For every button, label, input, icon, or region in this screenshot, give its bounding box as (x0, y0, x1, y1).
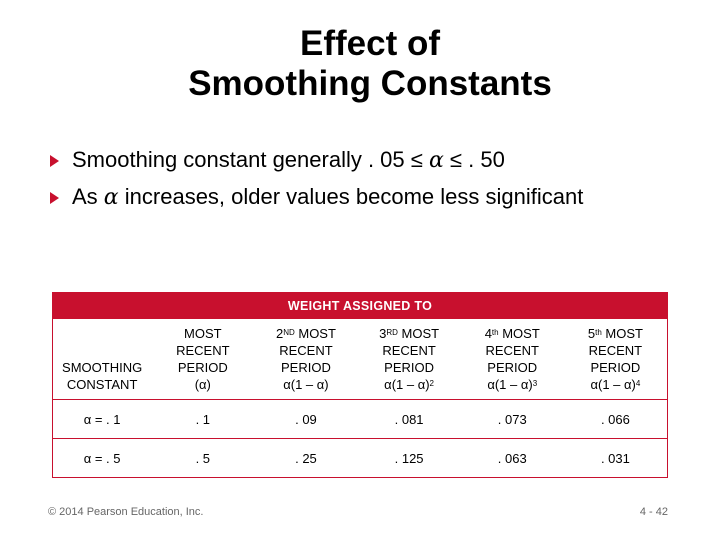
header-line: RECENT (176, 343, 230, 358)
header-line: α(1 – α) (256, 376, 355, 393)
slide-title: Effect of Smoothing Constants (150, 24, 590, 104)
title-line-2: Smoothing Constants (188, 64, 552, 103)
column-header-smoothing-constant: SMOOTHING CONSTANT (53, 319, 152, 400)
header-line: PERIOD (384, 360, 434, 375)
header-line: 3RD MOST (360, 325, 459, 342)
exponent: 3 (532, 379, 538, 388)
ordinal: 4 (484, 326, 492, 341)
header-line: RECENT (382, 343, 436, 358)
table-row: α = . 5 . 5 . 25 . 125 . 063 . 031 (53, 438, 667, 477)
page-number: 4 - 42 (639, 506, 668, 518)
row-label: α = . 5 (53, 438, 152, 477)
table-cell: . 073 (460, 399, 564, 439)
bullet-list: Smoothing constant generally . 05 ≤ α ≤ … (48, 146, 688, 220)
header-line: α(1 – α)3 (463, 376, 562, 393)
alpha-symbol: α (103, 185, 119, 210)
column-header-3rd-most-recent: 3RD MOST RECENT PERIOD α(1 – α)2 (357, 319, 461, 400)
table-cell: . 5 (151, 438, 255, 477)
weight-formula: α(1 – α) (487, 377, 533, 392)
header-line: 5th MOST (566, 325, 665, 342)
row-label: α = . 1 (53, 399, 152, 439)
bullet-arrow-icon (50, 155, 59, 167)
header-text: MOST (601, 326, 643, 341)
alpha-symbol: α (428, 148, 444, 173)
column-header-5th-most-recent: 5th MOST RECENT PERIOD α(1 – α)4 (563, 319, 667, 400)
table-cell: . 25 (254, 438, 358, 477)
ordinal: 5 (587, 326, 596, 341)
header-text: MOST (498, 326, 540, 341)
table-cell: . 066 (563, 399, 667, 439)
header-line: α(1 – α)4 (566, 376, 665, 393)
header-line: RECENT (588, 343, 643, 358)
header-line: 2ND MOST (256, 325, 355, 342)
bullet-text-pre: Smoothing constant generally . 05 ≤ (72, 147, 429, 172)
bullet-text-pre: As (72, 184, 104, 209)
header-line: (α) (194, 377, 211, 392)
column-header-4th-most-recent: 4th MOST RECENT PERIOD α(1 – α)3 (460, 319, 564, 400)
bullet-item: As α increases, older values become less… (48, 183, 688, 212)
header-line: 4th MOST (463, 325, 562, 342)
column-header-row: SMOOTHING CONSTANT MOST RECENT PERIOD (α… (53, 319, 667, 400)
ordinal: 3 (379, 326, 387, 341)
bullet-arrow-icon (50, 192, 59, 204)
bullet-item: Smoothing constant generally . 05 ≤ α ≤ … (48, 146, 688, 175)
header-line: PERIOD (281, 360, 331, 375)
table-cell: . 1 (151, 399, 255, 439)
header-line: CONSTANT (66, 377, 138, 392)
weight-formula: α(1 – α) (590, 377, 636, 392)
header-line: SMOOTHING (62, 360, 143, 375)
header-text: MOST (294, 326, 336, 341)
header-line: RECENT (279, 343, 333, 358)
table-cell: . 063 (460, 438, 564, 477)
ordinal-suffix: ND (283, 328, 295, 337)
copyright-footer: © 2014 Pearson Education, Inc. (48, 506, 204, 518)
table-cell: . 031 (563, 438, 667, 477)
bullet-text-post: ≤ . 50 (443, 147, 505, 172)
header-line: RECENT (485, 343, 539, 358)
column-header-most-recent: MOST RECENT PERIOD (α) (151, 319, 255, 400)
header-line: PERIOD (590, 360, 641, 375)
ordinal: 2 (275, 326, 284, 341)
title-line-1: Effect of (300, 24, 440, 63)
table-cell: . 081 (357, 399, 461, 439)
ordinal-suffix: th (491, 328, 499, 337)
table-header: WEIGHT ASSIGNED TO (53, 293, 667, 319)
table-row: α = . 1 . 1 . 09 . 081 . 073 . 066 (53, 399, 667, 439)
column-header-2nd-most-recent: 2ND MOST RECENT PERIOD α(1 – α) (254, 319, 358, 400)
bullet-text-post: increases, older values become less sign… (118, 184, 584, 209)
weights-table: WEIGHT ASSIGNED TO SMOOTHING CONSTANT MO… (52, 292, 668, 478)
table-cell: . 09 (254, 399, 358, 439)
header-line: MOST (184, 326, 222, 341)
header-line: α(1 – α)2 (360, 376, 459, 393)
table-cell: . 125 (357, 438, 461, 477)
header-text: MOST (397, 326, 440, 341)
weight-formula: α(1 – α) (283, 377, 329, 392)
ordinal-suffix: RD (386, 328, 398, 337)
exponent: 4 (635, 379, 641, 388)
weight-formula: α(1 – α) (384, 377, 430, 392)
exponent: 2 (429, 379, 434, 388)
header-line: PERIOD (487, 360, 538, 375)
header-line: PERIOD (177, 360, 228, 375)
ordinal-suffix: th (595, 328, 602, 337)
